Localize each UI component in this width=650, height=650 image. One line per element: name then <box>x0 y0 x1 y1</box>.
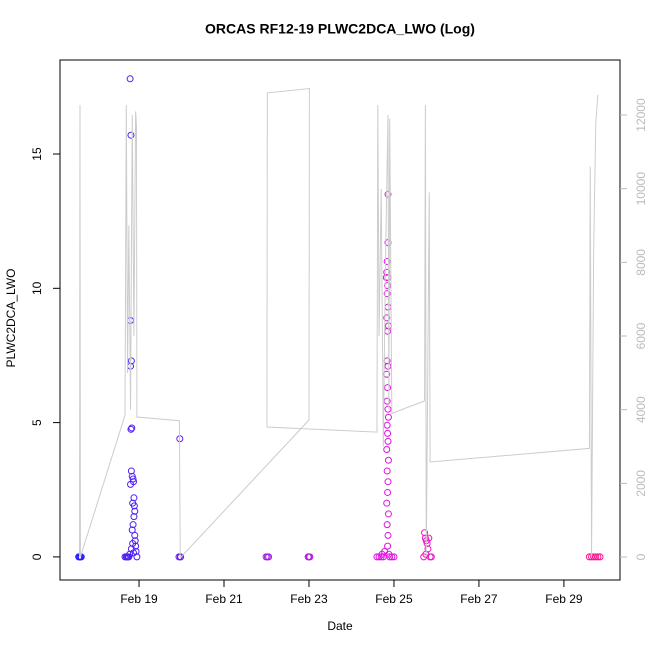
data-point <box>127 131 135 139</box>
x-tick-label: Feb 21 <box>205 592 243 606</box>
data-point <box>384 429 392 437</box>
x-tick-label: Feb 23 <box>290 592 328 606</box>
data-point <box>129 539 137 547</box>
data-point <box>384 478 392 486</box>
data-point <box>427 553 435 561</box>
data-point <box>390 553 398 561</box>
data-point <box>133 553 141 561</box>
data-point <box>383 314 391 322</box>
data-point <box>383 499 391 507</box>
data-point <box>128 424 136 432</box>
y2-tick-label: 10000 <box>634 172 648 206</box>
data-point <box>131 507 139 515</box>
y2-tick-label: 2000 <box>634 470 648 497</box>
y2-tick-label: 6000 <box>634 322 648 349</box>
data-point <box>592 553 600 561</box>
data-point <box>596 553 604 561</box>
y-tick-label: 10 <box>30 281 44 295</box>
data-point <box>127 467 135 475</box>
data-point <box>129 475 137 483</box>
data-point <box>383 257 391 265</box>
y2-tick-label: 12000 <box>634 98 648 132</box>
y2-tick-label: 0 <box>634 553 648 560</box>
data-point <box>384 303 392 311</box>
x-tick-label: Feb 29 <box>545 592 583 606</box>
data-point <box>383 521 391 529</box>
data-point <box>594 553 602 561</box>
data-point <box>384 437 392 445</box>
data-point <box>388 553 396 561</box>
data-point <box>383 290 391 298</box>
data-point <box>383 421 391 429</box>
data-point <box>383 467 391 475</box>
data-point <box>130 549 138 557</box>
x-tick-label: Feb 25 <box>375 592 413 606</box>
chart-title: ORCAS RF12-19 PLWC2DCA_LWO (Log) <box>205 21 475 37</box>
altitude-line <box>79 87 599 558</box>
data-point <box>130 513 138 521</box>
data-point <box>421 529 429 537</box>
data-point <box>384 510 392 518</box>
data-point <box>131 531 139 539</box>
y-tick-label: 0 <box>30 553 44 560</box>
y-axis-label: PLWC2DCA_LWO <box>4 269 18 368</box>
data-point <box>383 445 391 453</box>
y-tick-label: 5 <box>30 419 44 426</box>
x-axis-label: Date <box>327 619 353 633</box>
x-tick-label: Feb 27 <box>460 592 498 606</box>
data-point <box>127 357 135 365</box>
y2-tick-label: 4000 <box>634 396 648 423</box>
data-point <box>384 488 392 496</box>
x-tick-label: Feb 19 <box>120 592 158 606</box>
y2-tick-label: 8000 <box>634 249 648 276</box>
data-point <box>384 413 392 421</box>
data-point <box>130 478 138 486</box>
data-point <box>386 553 394 561</box>
data-point <box>384 384 392 392</box>
data-point <box>384 456 392 464</box>
data-point <box>306 553 314 561</box>
data-point <box>424 545 432 553</box>
y-tick-label: 15 <box>30 147 44 161</box>
plot-frame <box>59 59 621 581</box>
data-point <box>384 542 392 550</box>
data-point <box>129 521 137 529</box>
data-point <box>384 405 392 413</box>
data-point <box>126 75 134 83</box>
data-point <box>384 531 392 539</box>
data-point <box>127 425 135 433</box>
data-point <box>130 502 138 510</box>
data-point <box>265 553 273 561</box>
